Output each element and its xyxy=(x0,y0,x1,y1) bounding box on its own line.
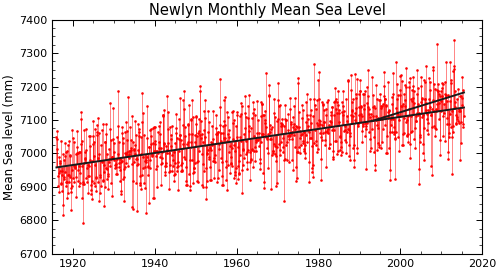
Title: Newlyn Monthly Mean Sea Level: Newlyn Monthly Mean Sea Level xyxy=(149,4,386,18)
Y-axis label: Mean Sea level (mm): Mean Sea level (mm) xyxy=(4,74,16,200)
